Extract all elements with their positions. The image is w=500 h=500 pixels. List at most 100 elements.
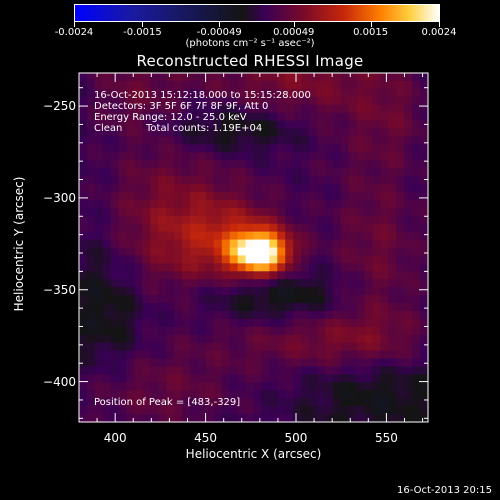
image-cell <box>134 112 144 122</box>
image-cell <box>277 239 286 249</box>
image-cell <box>356 96 366 106</box>
image-cell <box>285 263 294 272</box>
image-cell <box>94 334 104 344</box>
image-cell <box>182 318 191 328</box>
image-cell <box>420 136 429 145</box>
image-cell <box>388 279 397 288</box>
image-cell <box>420 191 429 201</box>
image-cell <box>356 191 366 201</box>
image-cell <box>380 239 389 249</box>
colorbar-tick <box>219 21 221 27</box>
image-cell <box>261 120 270 130</box>
image-cell <box>404 318 413 328</box>
image-cell <box>380 136 389 145</box>
image-cell <box>340 199 350 209</box>
image-cell <box>261 374 270 383</box>
image-cell <box>182 112 191 122</box>
image-cell <box>197 350 207 360</box>
image-cell <box>229 374 239 383</box>
image-cell <box>126 247 136 257</box>
image-cell <box>205 271 215 280</box>
image-cell <box>134 80 144 90</box>
image-cell <box>388 326 397 336</box>
image-cell <box>213 366 223 376</box>
image-cell <box>229 287 239 296</box>
image-cell <box>412 191 421 201</box>
image-cell <box>190 414 199 423</box>
image-cell <box>102 184 112 193</box>
image-cell <box>237 176 247 185</box>
image-cell <box>102 318 112 328</box>
image-cell <box>324 112 334 122</box>
image-cell <box>293 414 302 423</box>
image-cell <box>118 382 128 391</box>
image-cell <box>190 215 199 225</box>
image-cell <box>285 191 294 201</box>
image-cell <box>190 406 199 415</box>
image-cell <box>126 271 136 280</box>
image-cell <box>348 88 358 98</box>
image-cell <box>102 310 112 320</box>
image-cell <box>190 318 199 328</box>
image-cell <box>166 271 175 280</box>
image-cell <box>301 287 310 296</box>
image-cell <box>261 279 270 288</box>
image-cell <box>190 199 199 209</box>
image-cell <box>356 374 366 383</box>
image-cell <box>182 223 191 233</box>
image-cell <box>372 176 382 185</box>
image-cell <box>197 295 207 304</box>
image-cell <box>213 215 223 225</box>
image-cell <box>221 334 231 344</box>
image-cell <box>229 73 239 82</box>
image-cell <box>237 303 247 312</box>
image-cell <box>356 398 366 407</box>
image-cell <box>372 160 382 169</box>
image-cell <box>324 73 334 82</box>
image-cell <box>309 358 318 368</box>
image-cell <box>221 104 231 114</box>
image-cell <box>94 271 104 280</box>
image-cell <box>134 128 144 138</box>
image-cell <box>221 263 231 272</box>
image-cell <box>269 199 278 209</box>
image-cell <box>324 247 334 257</box>
image-cell <box>221 112 231 122</box>
image-cell <box>404 334 413 344</box>
image-cell <box>412 184 421 193</box>
image-cell <box>420 128 429 138</box>
image-cell <box>245 144 255 153</box>
image-cell <box>253 295 263 304</box>
image-cell <box>269 295 278 304</box>
image-cell <box>261 342 270 352</box>
image-cell <box>261 287 270 296</box>
image-cell <box>412 255 421 264</box>
image-cell <box>316 318 326 328</box>
image-cell <box>364 263 374 272</box>
image-cell <box>301 199 310 209</box>
image-cell <box>396 73 405 82</box>
image-cell <box>301 184 310 193</box>
image-cell <box>166 382 175 391</box>
image-cell <box>301 366 310 376</box>
image-cell <box>356 231 366 241</box>
image-cell <box>229 80 239 90</box>
image-cell <box>190 255 199 264</box>
image-cell <box>237 96 247 106</box>
image-cell <box>269 215 278 225</box>
image-cell <box>261 152 270 161</box>
image-cell <box>190 112 199 122</box>
image-cell <box>245 184 255 193</box>
image-cell <box>285 199 294 209</box>
image-cell <box>166 73 175 82</box>
image-cell <box>174 295 183 304</box>
image-cell <box>110 406 120 415</box>
image-cell <box>237 350 247 360</box>
image-cell <box>316 207 326 217</box>
x-tick-label: 400 <box>103 431 127 445</box>
image-cell <box>102 358 112 368</box>
image-cell <box>404 168 413 177</box>
image-cell <box>150 358 159 368</box>
image-cell <box>79 191 88 201</box>
image-cell <box>79 199 88 209</box>
